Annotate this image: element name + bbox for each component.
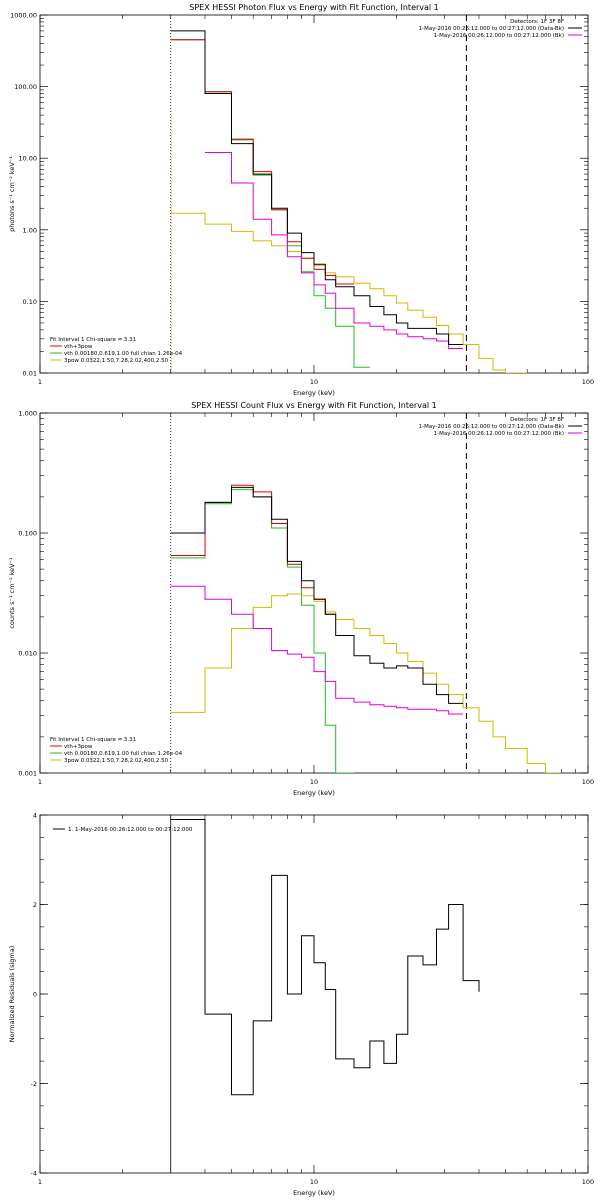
x-axis-label: Energy (keV) [293,1189,335,1197]
plot-frame [39,814,589,1174]
series-line-1 [170,486,464,704]
y-tick-label: 1.000 [18,410,37,418]
legend-top-entry: 1-May-2016 00:26:12.000 to 00:27:12.000 … [434,431,564,437]
legend-bottom-entry: vth+3pow [64,344,93,350]
x-tick-label: 100 [582,778,594,786]
chart-title: SPEX HESSI Count Flux vs Energy with Fit… [191,401,436,410]
legend-bottom-entry: Fit Interval 1 Chi-square = 3.31 [50,737,136,743]
y-tick-label: 0.01 [23,370,37,378]
series-line-1 [170,819,480,1096]
y-axis-label: photons s⁻¹ cm⁻² keV⁻¹ [8,156,16,232]
x-tick-label: 10 [310,778,318,786]
y-tick-label: 0.10 [23,298,37,306]
x-tick-label: 1 [38,378,42,386]
legend-top-entry: 1-May-2016 00:26:12.000 to 00:27:12.000 … [419,26,564,32]
y-tick-label: 0 [33,991,37,999]
chart-title: SPEX HESSI Photon Flux vs Energy with Fi… [189,3,439,12]
legend-bottom-entry: vth 0.00180,0.619,1.00 full chian 1.26e-… [64,751,183,757]
y-tick-label: 4 [33,812,37,820]
y-tick-label: 2 [33,901,37,909]
series-line-2 [170,39,354,285]
legend-top-entry: Detectors: 1F 3F 8F [510,19,564,25]
series-line-2 [170,484,336,615]
y-tick-label: 100.00 [14,83,37,91]
x-tick-label: 100 [582,1178,594,1186]
y-axis-label: counts s⁻¹ cm⁻² keV⁻¹ [8,557,16,629]
plot-frame [39,14,589,374]
x-axis-label: Energy (keV) [293,389,335,397]
y-tick-label: 1.00 [23,226,37,234]
series-line-4 [170,593,562,773]
chart-panel-1: SPEX HESSI Photon Flux vs Energy with Fi… [8,3,594,397]
legend-bottom-entry: vth 0.00180,0.619,1.00 full chian 1.26e-… [64,351,183,357]
legend-bottom-entry: Fit Interval 1 Chi-square = 3.31 [50,337,136,343]
chart-panel-3: 1 10 100 Energy (keV) -4 -2 0 2 4 Normalized Resi… [8,812,594,1198]
y-tick-label: 0.100 [18,530,37,538]
chart-panel-2: SPEX HESSI Count Flux vs Energy with Fit… [8,401,594,797]
x-tick-label: 1 [38,1178,42,1186]
series-line-5 [170,585,464,715]
y-tick-label: -2 [31,1080,37,1088]
series-line-3 [170,39,370,368]
x-axis-label: Energy (keV) [293,789,335,797]
x-tick-label: 10 [310,1178,318,1186]
x-tick-label: 10 [310,378,318,386]
series-line-3 [170,489,354,773]
series-line-1 [170,30,464,345]
legend-entry: 1. 1-May-2016 00:26:12.000 to 00:27:12.0… [68,827,193,833]
y-axis-label: Normalized Residuals (sigma) [8,946,16,1043]
legend-top-entry: 1-May-2016 00:26:12.000 to 00:27:12.000 … [419,424,564,430]
legend-bottom-entry: 3pow 0.0322,1.50,7.28,2.02,400,2.50 [64,358,169,364]
series-line-4 [170,212,528,373]
x-tick-label: 100 [582,378,594,386]
x-tick-label: 1 [38,778,42,786]
y-tick-label: 0.010 [18,650,37,658]
y-tick-label: 1000.00 [10,12,37,20]
y-tick-label: -4 [31,1170,37,1178]
legend-top-entry: 1-May-2016 00:26:12.000 to 00:27:12.000 … [434,33,564,39]
legend-bottom-entry: vth+3pow [64,744,93,750]
y-tick-label: 10.00 [18,155,37,163]
series-line-5 [205,152,464,349]
legend-bottom-entry: 3pow 0.0322,1.50,7.28,2.02,400,2.50 [64,758,169,764]
legend-top-entry: Detectors: 1F 3F 8F [510,417,564,423]
y-tick-label: 0.001 [18,770,37,778]
